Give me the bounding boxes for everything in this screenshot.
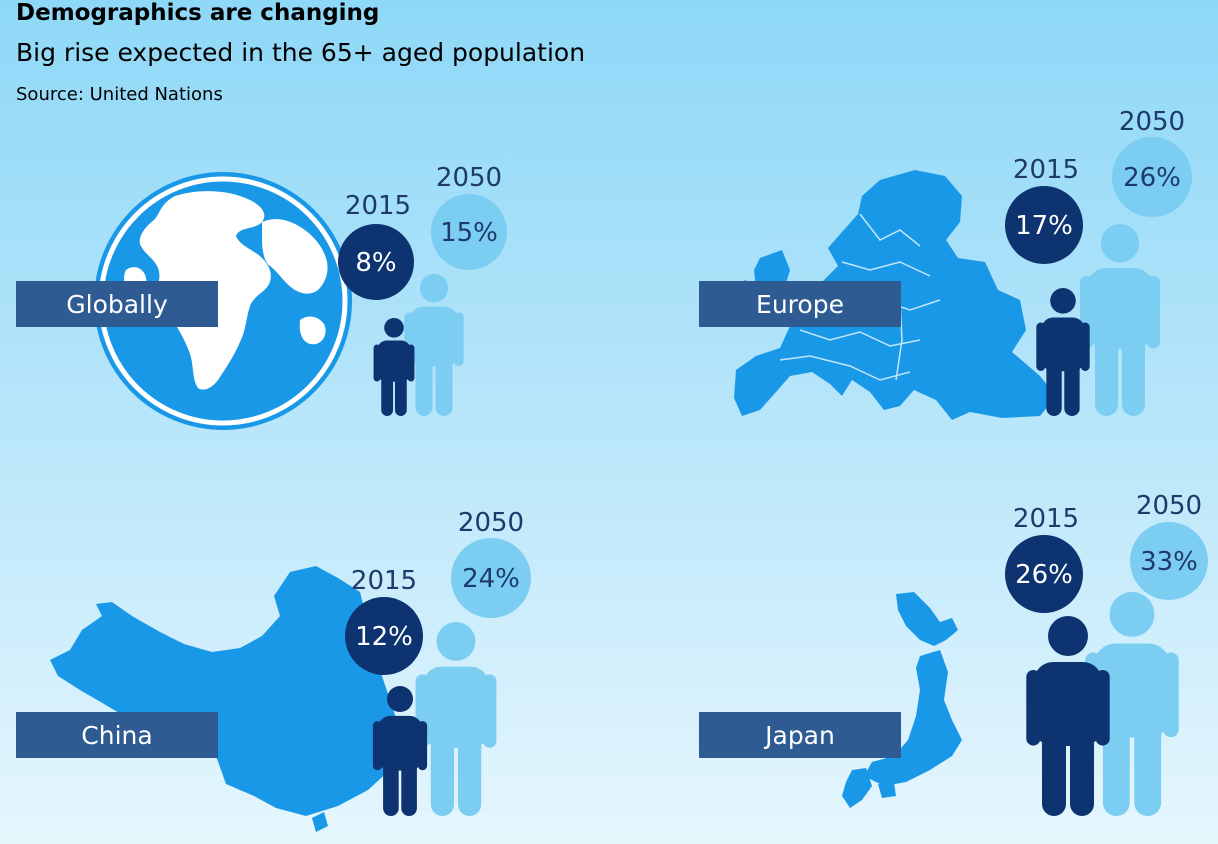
panel-globally: 8% 15% 2015 2050 [338, 163, 507, 416]
globe-icon [94, 172, 352, 430]
person-2050-globally-icon [404, 274, 464, 416]
china-map-icon [50, 566, 400, 832]
person-2015-china-icon [372, 686, 428, 816]
circle-2050-china [451, 538, 531, 618]
person-2015-europe-icon [1036, 288, 1090, 416]
person-2050-europe-icon [1079, 224, 1161, 416]
value-2050-japan: 33% [1140, 547, 1198, 577]
circle-2050-europe [1112, 137, 1192, 217]
value-2050-china: 24% [462, 564, 520, 594]
year-2015-japan: 2015 [1013, 504, 1079, 534]
value-2015-globally: 8% [355, 248, 396, 278]
circle-2015-globally [338, 224, 414, 300]
value-2015-japan: 26% [1015, 560, 1073, 590]
person-2050-china-icon [415, 622, 497, 816]
circle-2015-europe [1005, 186, 1083, 264]
region-label-japan: Japan [699, 712, 901, 758]
panel-europe: 17% 26% 2015 2050 [1005, 107, 1192, 416]
circle-2050-japan [1130, 522, 1208, 600]
person-2015-globally-icon [373, 318, 415, 416]
region-label-china: China [16, 712, 218, 758]
value-2015-europe: 17% [1015, 211, 1073, 241]
region-label-europe: Europe [699, 281, 901, 327]
year-2015-china: 2015 [351, 566, 417, 596]
value-2015-china: 12% [355, 622, 413, 652]
year-2015-europe: 2015 [1013, 155, 1079, 185]
chart-source: Source: United Nations [16, 84, 223, 105]
value-2050-europe: 26% [1123, 163, 1181, 193]
panel-china: 12% 24% 2015 2050 [345, 508, 531, 816]
year-2050-japan: 2050 [1136, 491, 1202, 521]
chart-subtitle: Big rise expected in the 65+ aged popula… [16, 38, 586, 67]
japan-map-icon [842, 592, 962, 808]
year-2050-globally: 2050 [436, 163, 502, 193]
panel-japan: 26% 33% 2015 2050 [1005, 491, 1208, 816]
person-2015-japan-icon [1026, 616, 1110, 816]
region-label-globally: Globally [16, 281, 218, 327]
year-2050-europe: 2050 [1119, 107, 1185, 137]
chart-title: Demographics are changing [16, 0, 380, 26]
circle-2050-globally [431, 194, 507, 270]
circle-2015-china [345, 597, 423, 675]
year-2015-globally: 2015 [345, 191, 411, 221]
value-2050-globally: 15% [440, 218, 498, 248]
circle-2015-japan [1005, 535, 1083, 613]
year-2050-china: 2050 [458, 508, 524, 538]
